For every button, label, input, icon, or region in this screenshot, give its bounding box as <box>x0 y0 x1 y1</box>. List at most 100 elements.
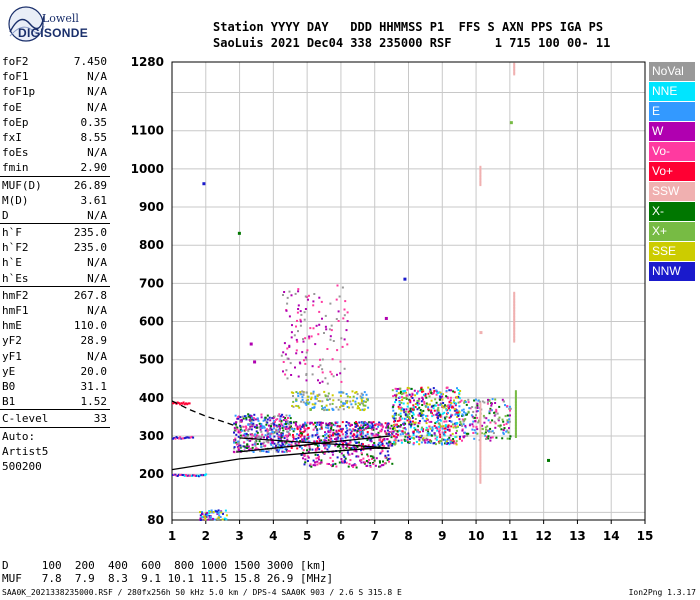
echo-point <box>362 432 365 435</box>
echo-point <box>414 421 417 424</box>
echo-point <box>269 432 272 435</box>
echo-point <box>374 424 376 427</box>
echo-point <box>405 397 408 400</box>
echo-point <box>180 402 183 405</box>
echo-point <box>408 393 411 396</box>
echo-point <box>345 461 348 464</box>
echo-point <box>345 432 348 435</box>
echo-point <box>300 434 303 437</box>
echo-point <box>290 391 293 394</box>
echo-point <box>438 423 441 426</box>
echo-point <box>371 434 374 437</box>
echo-point <box>316 447 319 449</box>
echo-point <box>332 375 335 378</box>
echo-point <box>379 452 382 455</box>
echo-point <box>266 421 269 424</box>
echo-point <box>363 428 366 431</box>
echo-point <box>412 408 414 411</box>
echo-point <box>282 434 284 436</box>
echo-point <box>437 406 440 409</box>
echo-point <box>320 300 323 303</box>
echo-point <box>319 428 322 431</box>
echo-point <box>341 391 344 394</box>
echo-point <box>394 439 397 442</box>
echo-point <box>407 432 410 435</box>
echo-point <box>514 417 517 420</box>
echo-point <box>285 414 288 417</box>
echo-point <box>239 420 242 423</box>
echo-point <box>403 277 407 281</box>
echo-point <box>358 437 361 440</box>
echo-point <box>359 433 362 436</box>
param-row: B0 31.1 <box>0 379 110 394</box>
echo-point <box>408 412 411 415</box>
echo-point <box>360 429 362 432</box>
echo-point <box>479 168 482 171</box>
echo-point <box>322 435 325 438</box>
echo-point <box>338 461 341 464</box>
echo-point <box>256 436 258 439</box>
echo-point <box>379 437 382 440</box>
echo-point <box>479 446 482 449</box>
echo-point <box>436 427 439 430</box>
param-value: N/A <box>87 349 107 363</box>
echo-point <box>325 439 328 442</box>
echo-point <box>447 438 450 441</box>
echo-point <box>406 388 409 391</box>
echo-point <box>412 406 415 409</box>
echo-point <box>402 402 405 405</box>
echo-point <box>467 410 470 413</box>
echo-point <box>318 323 321 326</box>
echo-point <box>400 439 403 442</box>
echo-point <box>180 473 183 476</box>
echo-point <box>188 474 191 477</box>
echo-point <box>362 443 364 446</box>
echo-point <box>411 393 414 396</box>
echo-point <box>246 439 249 442</box>
echo-point <box>291 427 294 430</box>
echo-point <box>404 428 407 431</box>
echo-point <box>317 445 319 448</box>
echo-point <box>435 438 438 441</box>
echo-point <box>476 404 479 407</box>
echo-point <box>411 414 414 417</box>
echo-point <box>220 511 223 514</box>
echo-point <box>299 318 302 321</box>
echo-point <box>417 429 419 432</box>
echo-point <box>337 320 340 322</box>
echo-point <box>501 418 504 421</box>
param-row: hmF2 267.8 <box>0 288 110 303</box>
echo-point <box>258 426 261 429</box>
echo-point <box>503 427 506 430</box>
echo-point <box>457 389 460 391</box>
echo-point <box>261 449 264 452</box>
echo-point <box>268 416 271 419</box>
echo-point <box>341 345 344 348</box>
echo-point <box>296 447 299 450</box>
echo-point <box>425 415 427 418</box>
echo-point <box>327 395 329 398</box>
echo-point <box>441 398 444 401</box>
echo-point <box>350 447 353 450</box>
echo-point <box>386 438 389 441</box>
param-row: foF1p N/A <box>0 84 110 99</box>
param-row: B1 1.52 <box>0 394 110 409</box>
echo-point <box>452 438 455 440</box>
echo-point <box>331 460 334 463</box>
echo-point <box>177 437 180 440</box>
echo-point <box>426 431 429 434</box>
echo-point <box>303 359 305 362</box>
echo-point <box>386 424 389 427</box>
echo-point <box>414 403 417 405</box>
echo-point <box>498 416 501 419</box>
echo-point <box>479 429 482 432</box>
echo-point <box>383 438 386 440</box>
echo-point <box>335 438 338 441</box>
echo-point <box>406 438 409 441</box>
echo-point <box>175 436 178 438</box>
echo-point <box>479 402 482 405</box>
echo-point <box>260 423 263 426</box>
echo-point <box>436 436 439 439</box>
echo-point <box>426 438 429 441</box>
param-row: fmin 2.90 <box>0 160 110 175</box>
